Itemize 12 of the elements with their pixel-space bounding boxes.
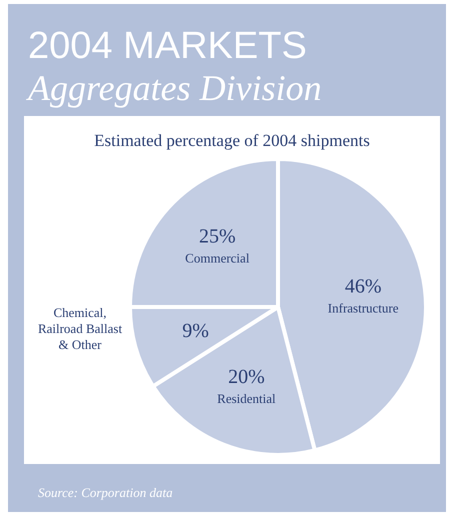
slice-label: Chemical, Railroad Ballast & Other	[38, 304, 122, 352]
slice-label: Residential	[217, 390, 276, 406]
data-label: 9%	[182, 320, 209, 342]
slice-label: Commercial	[185, 250, 250, 266]
text: Estimated percentage of 2004 shipments	[94, 131, 370, 150]
data-label: 25%	[198, 225, 236, 248]
chart-subtitle: Aggregates Division	[26, 68, 322, 108]
slice-label: Infrastructure	[328, 300, 399, 316]
data-label: 20%	[228, 366, 265, 388]
source-note: Source: Corporation data	[38, 485, 174, 500]
chart-title: 2004 MARKETS	[28, 25, 307, 67]
data-label: 46%	[344, 275, 382, 298]
